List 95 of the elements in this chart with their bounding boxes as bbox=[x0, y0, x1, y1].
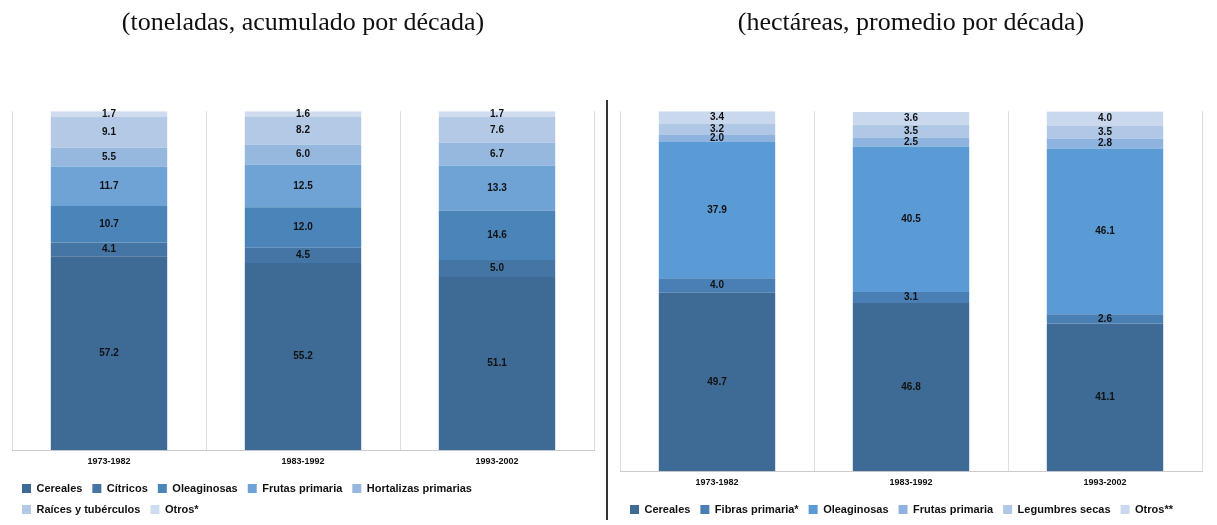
bar bbox=[852, 146, 970, 292]
data-label: 1.7 bbox=[490, 107, 505, 119]
bar bbox=[658, 123, 776, 135]
bar bbox=[50, 116, 168, 148]
data-label: 40.5 bbox=[901, 212, 922, 224]
data-label: 5.0 bbox=[490, 262, 505, 274]
data-label: 14.6 bbox=[487, 229, 508, 241]
legend-label: Frutas primaria bbox=[913, 502, 995, 515]
data-label: 1.7 bbox=[102, 107, 117, 119]
bar bbox=[1046, 138, 1164, 149]
bar bbox=[658, 278, 776, 293]
data-label: 12.0 bbox=[293, 221, 314, 233]
bar bbox=[50, 256, 168, 451]
data-label: 5.5 bbox=[102, 150, 117, 162]
bar bbox=[50, 147, 168, 167]
x-tick-label: 1983-1992 bbox=[281, 456, 325, 467]
bar bbox=[244, 116, 362, 145]
x-tick-label: 1993-2002 bbox=[1083, 477, 1127, 488]
bar bbox=[852, 124, 970, 138]
data-label: 7.6 bbox=[490, 123, 505, 135]
data-label: 12.5 bbox=[293, 179, 314, 191]
data-label: 10.7 bbox=[99, 218, 120, 230]
legend-label: Otros* bbox=[164, 502, 200, 515]
data-label: 46.1 bbox=[1095, 225, 1116, 237]
data-label: 2.6 bbox=[1098, 312, 1113, 324]
data-label: 13.3 bbox=[487, 181, 508, 193]
data-label: 4.0 bbox=[710, 279, 725, 291]
data-label: 4.1 bbox=[102, 243, 117, 255]
bar bbox=[658, 134, 776, 143]
bar bbox=[658, 292, 776, 472]
data-label: 4.0 bbox=[1098, 112, 1113, 124]
data-label: 51.1 bbox=[487, 357, 508, 369]
data-label: 41.1 bbox=[1095, 391, 1116, 403]
legend-label: Raíces y tubérculos bbox=[36, 502, 141, 515]
legend-label: Fibras primaria* bbox=[714, 502, 800, 515]
bar bbox=[50, 206, 168, 243]
legend-label: Frutas primaria bbox=[262, 481, 344, 494]
bar bbox=[50, 242, 168, 257]
legend-label: Hortalizas primarias bbox=[366, 481, 472, 494]
data-label: 3.5 bbox=[904, 124, 919, 136]
bar bbox=[852, 111, 970, 125]
bar bbox=[244, 164, 362, 208]
legend-label: Cereales bbox=[36, 481, 83, 494]
bar bbox=[852, 303, 970, 472]
bar bbox=[1046, 125, 1164, 139]
bar bbox=[438, 276, 556, 451]
data-label: 11.7 bbox=[99, 180, 119, 192]
data-label: 46.8 bbox=[901, 380, 922, 392]
legend-label: Legumbres secas bbox=[1017, 502, 1111, 515]
bar bbox=[1046, 111, 1164, 126]
data-label: 3.5 bbox=[1098, 125, 1113, 137]
data-label: 6.7 bbox=[490, 147, 505, 159]
data-label: 3.1 bbox=[904, 291, 919, 303]
bar bbox=[1046, 148, 1164, 315]
bar bbox=[244, 144, 362, 165]
chart-title: (hectáreas, promedio por década) bbox=[737, 7, 1085, 37]
legend-label: Otros** bbox=[1135, 502, 1174, 515]
bar bbox=[1046, 314, 1164, 324]
bar bbox=[438, 260, 556, 277]
bar bbox=[852, 137, 970, 147]
data-label: 55.2 bbox=[293, 350, 314, 362]
bar bbox=[438, 165, 556, 211]
data-label: 2.5 bbox=[904, 135, 919, 147]
bar bbox=[438, 116, 556, 143]
bar bbox=[438, 142, 556, 166]
bar bbox=[244, 263, 362, 451]
legend-label: Cereales bbox=[644, 502, 691, 515]
data-label: 2.8 bbox=[1098, 137, 1113, 149]
bar bbox=[852, 291, 970, 304]
legend-label: Cítricos bbox=[106, 481, 148, 494]
bar bbox=[438, 210, 556, 261]
data-label: 37.9 bbox=[707, 203, 728, 215]
data-label: 4.5 bbox=[296, 249, 311, 261]
data-label: 6.0 bbox=[296, 148, 311, 160]
data-label: 49.7 bbox=[707, 375, 728, 387]
legend-label: Oleaginosas bbox=[172, 481, 238, 494]
x-tick-label: 1993-2002 bbox=[475, 456, 519, 467]
data-label: 8.2 bbox=[296, 124, 311, 136]
data-label: 3.6 bbox=[904, 112, 919, 124]
bar bbox=[50, 166, 168, 207]
data-label: 2.0 bbox=[710, 132, 725, 144]
bar bbox=[1046, 323, 1164, 472]
x-tick-label: 1973-1982 bbox=[695, 477, 739, 488]
bar bbox=[658, 142, 776, 279]
data-label: 1.6 bbox=[296, 107, 311, 119]
data-label: 9.1 bbox=[102, 126, 117, 138]
x-tick-label: 1973-1982 bbox=[87, 456, 131, 467]
bar bbox=[244, 247, 362, 264]
bar bbox=[244, 207, 362, 248]
x-tick-label: 1983-1992 bbox=[889, 477, 933, 488]
data-label: 57.2 bbox=[99, 347, 120, 358]
data-label: 3.2 bbox=[710, 122, 725, 134]
chart-title: (toneladas, acumulado por década) bbox=[121, 7, 485, 37]
legend-label: Oleaginosas bbox=[823, 502, 889, 515]
data-label: 3.4 bbox=[710, 111, 725, 123]
